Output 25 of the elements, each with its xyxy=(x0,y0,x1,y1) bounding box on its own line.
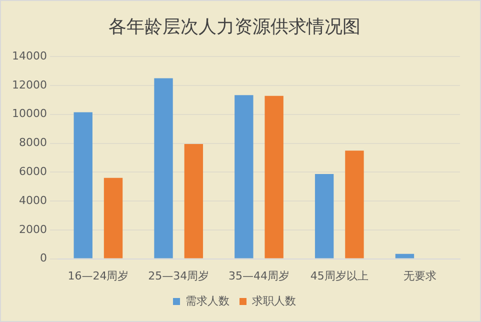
bar xyxy=(74,112,92,258)
bar xyxy=(345,150,364,258)
bar xyxy=(154,78,173,258)
bar xyxy=(234,95,254,258)
y-tick-label: 10000 xyxy=(12,107,47,120)
y-tick-label: 14000 xyxy=(12,49,47,62)
y-tick-label: 12000 xyxy=(12,78,47,92)
bar xyxy=(184,144,204,258)
y-tick-label: 0 xyxy=(40,252,47,265)
x-tick-label: 16—24周岁 xyxy=(68,269,129,282)
bar xyxy=(264,96,284,258)
chart-title: 各年龄层次人力资源供求情况图 xyxy=(108,16,360,38)
y-tick-label: 8000 xyxy=(18,136,47,150)
legend-label: 需求人数 xyxy=(186,294,230,308)
bar xyxy=(314,174,334,258)
bar xyxy=(104,178,123,258)
x-tick-label: 35—44周岁 xyxy=(228,269,290,282)
bar xyxy=(395,254,414,258)
y-tick-label: 4000 xyxy=(18,194,47,207)
x-tick-label: 25—34周岁 xyxy=(148,269,210,282)
x-tick-label: 无要求 xyxy=(403,269,436,282)
x-tick-label: 45周岁以上 xyxy=(310,269,368,282)
legend-label: 求职人数 xyxy=(252,294,296,308)
y-tick-label: 2000 xyxy=(18,222,47,236)
y-tick-label: 6000 xyxy=(18,165,47,178)
